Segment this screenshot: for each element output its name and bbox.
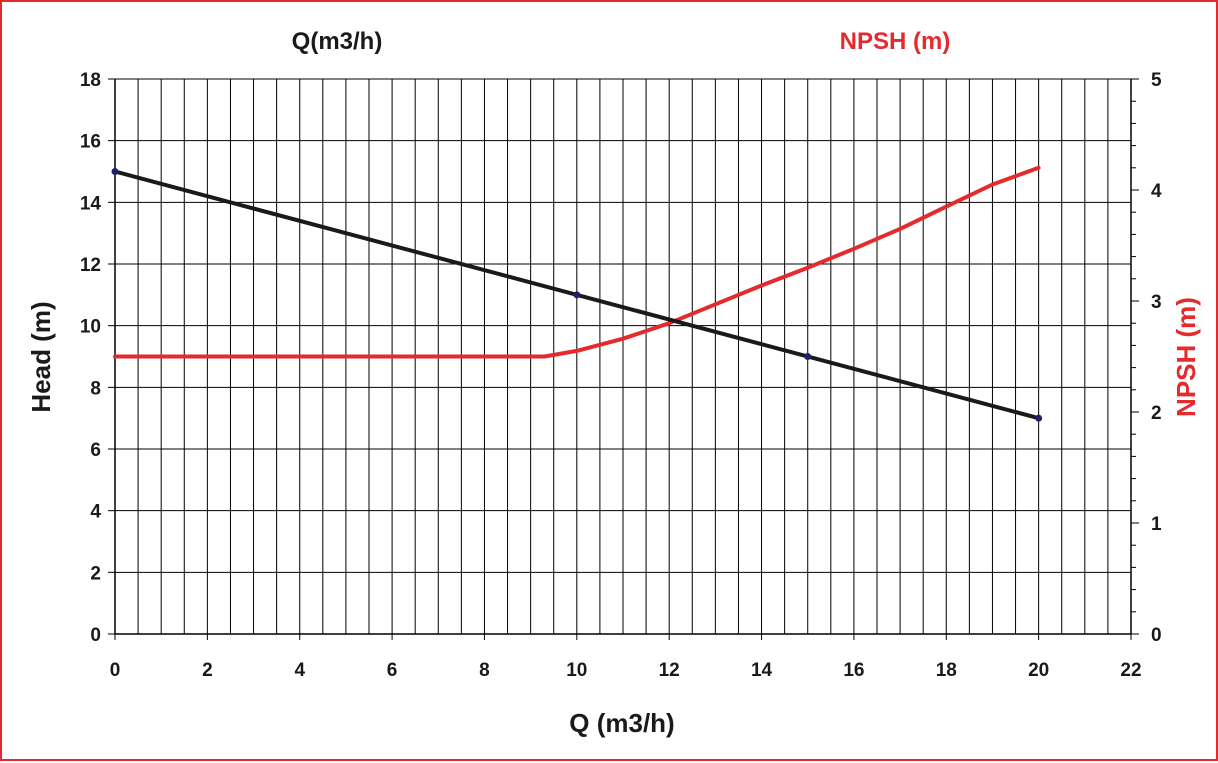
y-axis-title-left: Head (m) <box>26 301 56 412</box>
x-axis-title: Q (m3/h) <box>569 708 674 738</box>
x-tick-label: 8 <box>479 660 490 681</box>
y-left-tick-label: 8 <box>90 378 101 399</box>
x-tick-label: 22 <box>1120 660 1141 681</box>
series-layer <box>111 165 1043 422</box>
head-data-point <box>573 291 581 299</box>
x-tick-label: 10 <box>566 660 587 681</box>
y-left-tick-label: 6 <box>90 440 101 461</box>
y-left-tick-label: 18 <box>80 70 101 91</box>
title-right: NPSH (m) <box>840 28 951 55</box>
x-tick-label: 4 <box>294 660 305 681</box>
head-data-point <box>804 353 812 360</box>
y-left-tick-label: 14 <box>80 193 102 214</box>
y-left-tick-label: 0 <box>90 625 101 646</box>
y-left-tick-label: 4 <box>90 502 101 523</box>
y-right-tick-label: 2 <box>1151 403 1162 424</box>
npsh-curve <box>113 165 1041 359</box>
x-tick-label: 16 <box>843 660 864 681</box>
y-left-tick-label: 2 <box>90 563 101 584</box>
y-right-tick-label: 3 <box>1151 292 1162 313</box>
x-tick-label: 20 <box>1028 660 1049 681</box>
y-right-tick-label: 5 <box>1151 70 1162 91</box>
x-tick-label: 2 <box>202 660 213 681</box>
y-left-tick-label: 10 <box>80 317 101 338</box>
x-tick-label: 0 <box>110 660 121 681</box>
y-left-tick-label: 12 <box>80 255 101 276</box>
y-right-tick-label: 1 <box>1151 514 1162 535</box>
y-axis-title-right: NPSH (m) <box>1171 297 1201 417</box>
x-tick-label: 6 <box>387 660 398 681</box>
y-left-tick-label: 16 <box>80 132 101 153</box>
y-right-tick-label: 4 <box>1151 181 1162 202</box>
head-data-point <box>1035 414 1043 422</box>
title-left: Q(m3/h) <box>292 28 383 55</box>
y-right-tick-label: 0 <box>1151 625 1162 646</box>
x-tick-label: 12 <box>659 660 680 681</box>
head-data-point <box>111 168 119 175</box>
x-tick-label: 14 <box>751 660 773 681</box>
x-tick-label: 18 <box>936 660 957 681</box>
